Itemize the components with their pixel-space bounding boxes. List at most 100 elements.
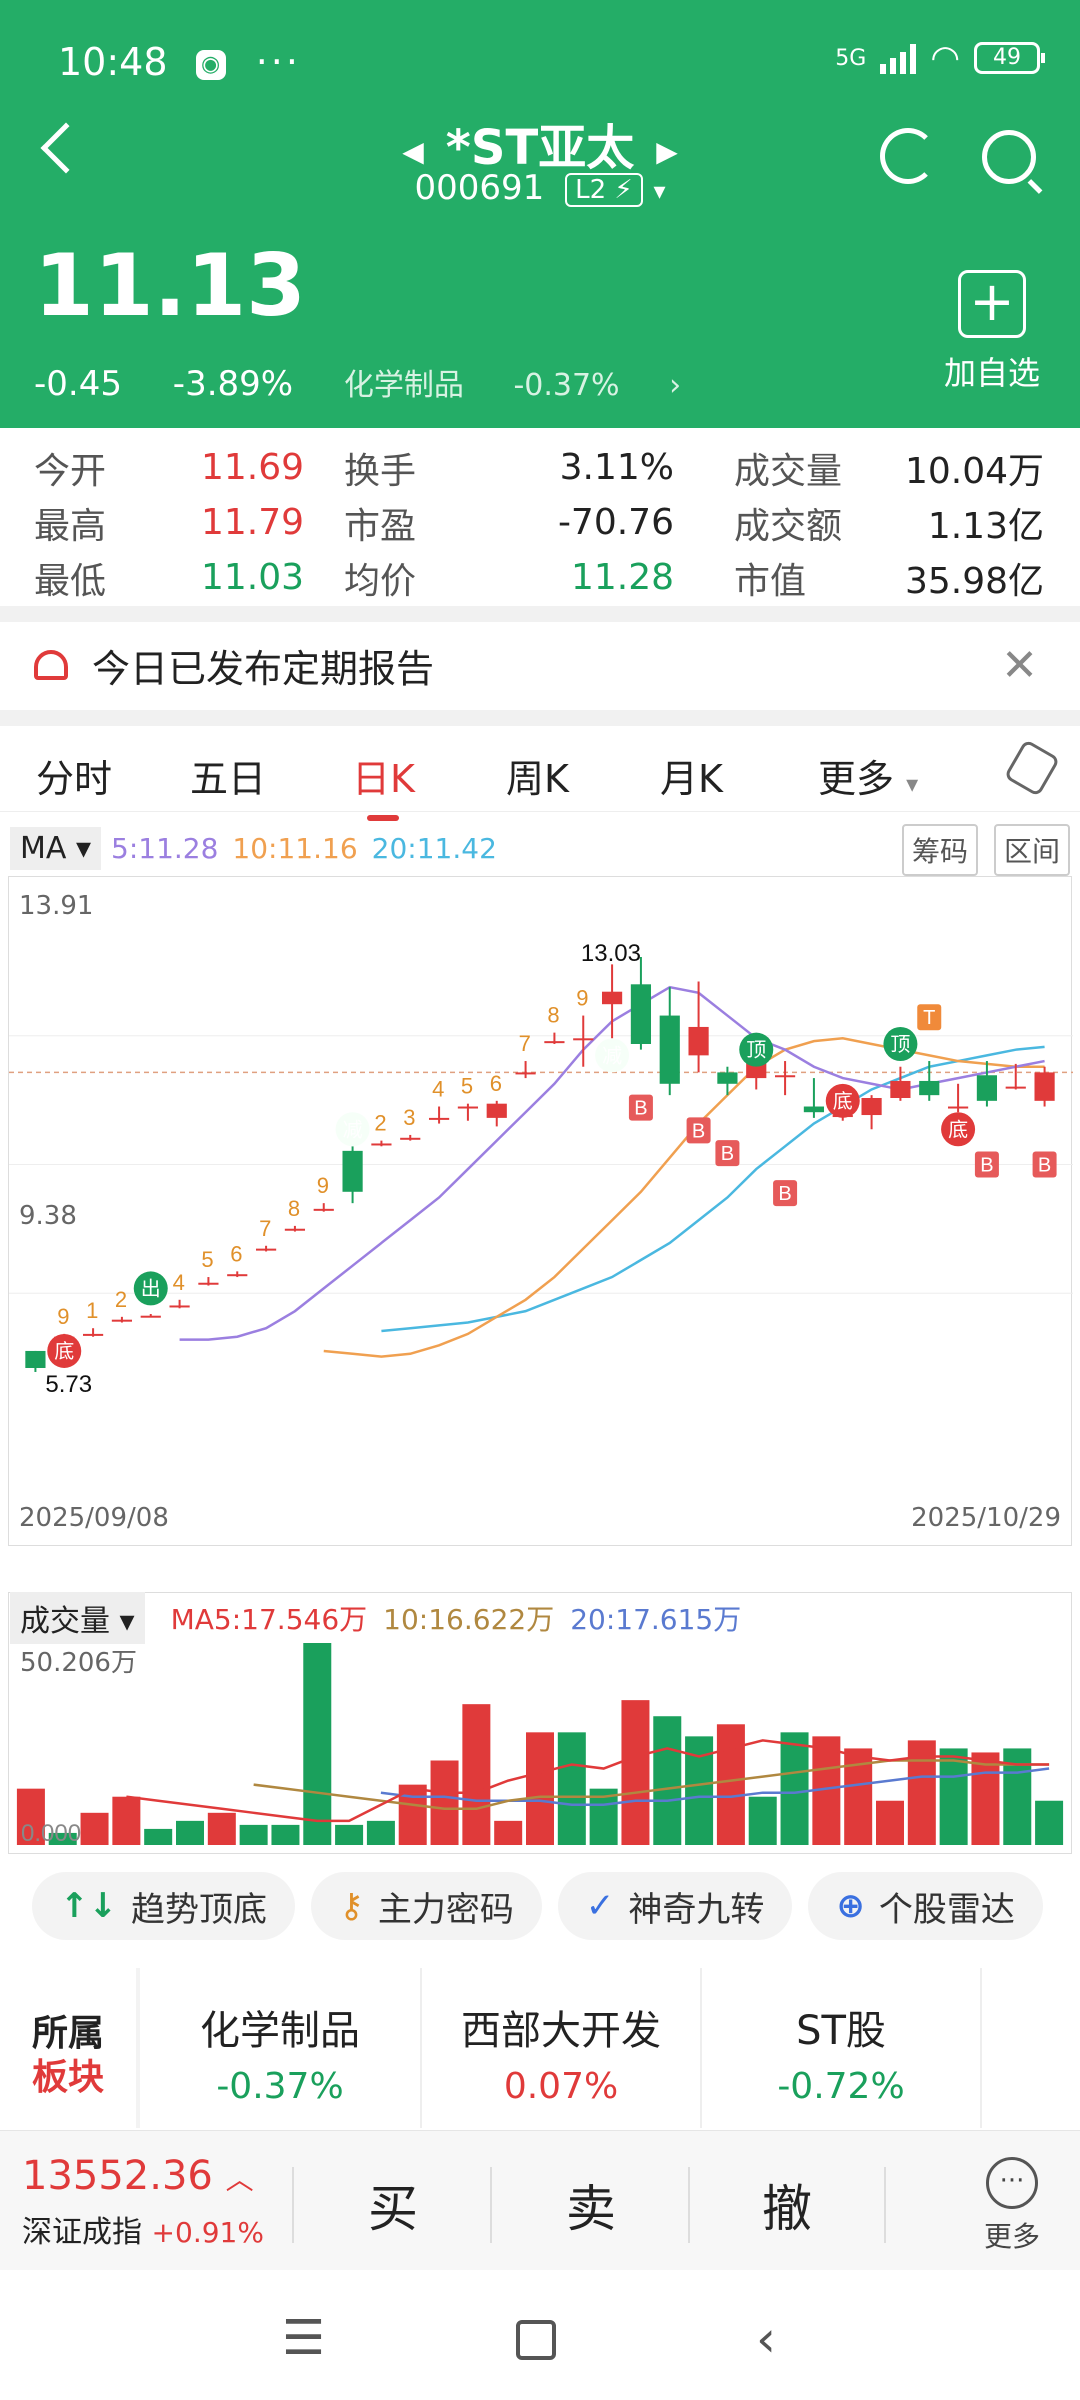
candle-body — [457, 1106, 479, 1109]
candle-body — [82, 1333, 104, 1336]
ma5-value: 5:11.28 — [111, 831, 219, 865]
volume-bar — [780, 1732, 809, 1845]
ma10-line — [323, 1037, 1045, 1358]
tab-daily-k[interactable]: 日K — [352, 748, 415, 821]
index-pct: +0.91% — [151, 2216, 264, 2249]
sector-item[interactable]: 西部大开发 0.07% — [420, 1968, 700, 2128]
candle-body — [919, 1080, 940, 1096]
tool-trend[interactable]: ↑↓ 趋势顶底 — [32, 1872, 295, 1940]
candle-body — [140, 1315, 161, 1318]
volume-bar — [589, 1788, 618, 1845]
volume-selector[interactable]: 成交量 ▾ — [10, 1592, 145, 1644]
sector-item-partial[interactable] — [982, 1968, 1080, 2128]
signal-icon — [880, 42, 917, 74]
index-ticker[interactable]: 13552.36 ︿ 深证成指 +0.91% — [22, 2153, 264, 2251]
nine-turn-count: 9 — [576, 986, 588, 1011]
stat-avg: 11.28 — [570, 557, 674, 598]
prev-stock-icon[interactable]: ◀ — [402, 134, 424, 168]
tab-intraday[interactable]: 分时 — [36, 757, 113, 801]
vol-ma20-line — [380, 1767, 1050, 1807]
sell-button[interactable]: 卖 — [566, 2180, 616, 2238]
index-value-line: 13552.36 ︿ — [22, 2153, 264, 2199]
stat-label: 市值 — [734, 560, 807, 602]
refresh-icon[interactable] — [880, 128, 936, 184]
sector-label-line2: 板块 — [31, 2057, 104, 2098]
candle-body — [486, 1103, 507, 1118]
nine-turn-count: 9 — [317, 1173, 329, 1198]
nine-turn-count: 6 — [230, 1241, 242, 1266]
reduce-signal-text: 减 — [602, 1043, 622, 1067]
more-button[interactable]: ··· 更多 — [984, 2157, 1040, 2255]
stat-label: 市盈 — [344, 505, 417, 547]
chevron-down-icon[interactable]: ▾ — [653, 177, 666, 205]
menu-icon[interactable]: ☰ — [282, 2310, 326, 2366]
candle-body — [428, 1117, 450, 1120]
trend-icon: ↑↓ — [60, 1886, 117, 1926]
volume-bar — [48, 1832, 77, 1845]
candle-body — [313, 1208, 334, 1211]
sector-item[interactable]: 化学制品 -0.37% — [140, 1968, 420, 2128]
top-signal-bg — [883, 1026, 918, 1061]
system-nav-bar: ☰ ‹ — [0, 2270, 1080, 2400]
tab-more[interactable]: 更多 ▾ — [818, 748, 918, 803]
stat-amount: 1.13亿 — [927, 505, 1044, 547]
l2-badge[interactable]: L2 ⚡ — [565, 172, 643, 207]
next-stock-icon[interactable]: ▶ — [656, 134, 678, 168]
volume-bar — [271, 1824, 300, 1845]
buy-signal-bg — [773, 1180, 798, 1207]
stats-row: 今开 11.69 换手 3.11% 成交量 10.04万 — [34, 440, 1044, 495]
stat-low: 11.03 — [200, 557, 304, 598]
candle-body — [25, 1350, 46, 1368]
tee-signal-bg — [917, 1004, 942, 1031]
add-watchlist-button[interactable]: + 加自选 — [944, 270, 1040, 394]
stat-label: 最高 — [34, 505, 107, 547]
tab-weekly-k[interactable]: 周K — [506, 757, 569, 801]
nine-turn-count: 3 — [403, 1105, 415, 1130]
more-icon: ··· — [985, 2157, 1038, 2209]
candle-body — [717, 1072, 738, 1084]
ma20-line — [381, 1045, 1045, 1333]
industry-link[interactable]: 化学制品 -0.37% › — [343, 368, 682, 403]
candle-body — [573, 1038, 594, 1041]
cancel-button[interactable]: 撤 — [762, 2180, 812, 2238]
chart-tabs: 分时 五日 日K 周K 月K 更多 ▾ — [0, 726, 1080, 821]
buy-signal-text: B — [692, 1120, 705, 1142]
back-icon[interactable]: ‹ — [756, 2310, 776, 2368]
buy-signal-bg — [974, 1151, 999, 1178]
chip-button[interactable]: 筹码 — [901, 824, 978, 876]
app-notification-icon: ◉ — [195, 49, 226, 80]
tool-main-code[interactable]: ⚷ 主力密码 — [310, 1872, 542, 1940]
top-signal-text: 顶 — [890, 1032, 910, 1056]
volume-bar — [1035, 1800, 1064, 1845]
k-line-chart[interactable]: 13.035.739123456789123456789底出减减顶顶底底BBBB… — [8, 876, 1073, 1546]
tab-monthly-k[interactable]: 月K — [660, 757, 723, 801]
sector-item[interactable]: ST股 -0.72% — [700, 1968, 982, 2128]
tool-radar[interactable]: ⊕ 个股雷达 — [808, 1872, 1043, 1940]
settings-icon[interactable] — [1003, 738, 1061, 798]
candle-body — [1034, 1072, 1055, 1101]
candle-body — [342, 1150, 363, 1192]
volume-bar — [16, 1788, 45, 1845]
ma20-value: 20:11.42 — [371, 831, 497, 865]
vol-ma5: MA5:17.546万 — [170, 1603, 368, 1636]
vol-ma20: 20:17.615万 — [570, 1603, 742, 1636]
tab-five-day[interactable]: 五日 — [190, 757, 267, 801]
candle-body — [227, 1274, 248, 1277]
home-icon[interactable] — [516, 2320, 556, 2360]
x-axis-start: 2025/09/08 — [19, 1503, 169, 1533]
ma-selector[interactable]: MA ▾ — [10, 826, 102, 870]
volume-bar — [939, 1748, 968, 1845]
nine-turn-count: 4 — [173, 1270, 185, 1295]
volume-chart[interactable]: 0.000 — [8, 1592, 1072, 1854]
divider — [292, 2167, 294, 2243]
volume-min: 0.000 — [21, 1820, 81, 1847]
close-icon[interactable]: ✕ — [1001, 640, 1038, 691]
search-icon[interactable] — [982, 130, 1036, 184]
buy-signal-bg — [1032, 1151, 1057, 1178]
range-button[interactable]: 区间 — [993, 824, 1070, 876]
bottom-signal-text: 底 — [948, 1117, 968, 1141]
tool-nine-turn[interactable]: ✓ 神奇九转 — [557, 1872, 793, 1940]
notice-bar[interactable]: 今日已发布定期报告 ✕ — [0, 620, 1080, 710]
buy-signal-text: B — [778, 1183, 791, 1205]
buy-button[interactable]: 买 — [368, 2180, 418, 2238]
